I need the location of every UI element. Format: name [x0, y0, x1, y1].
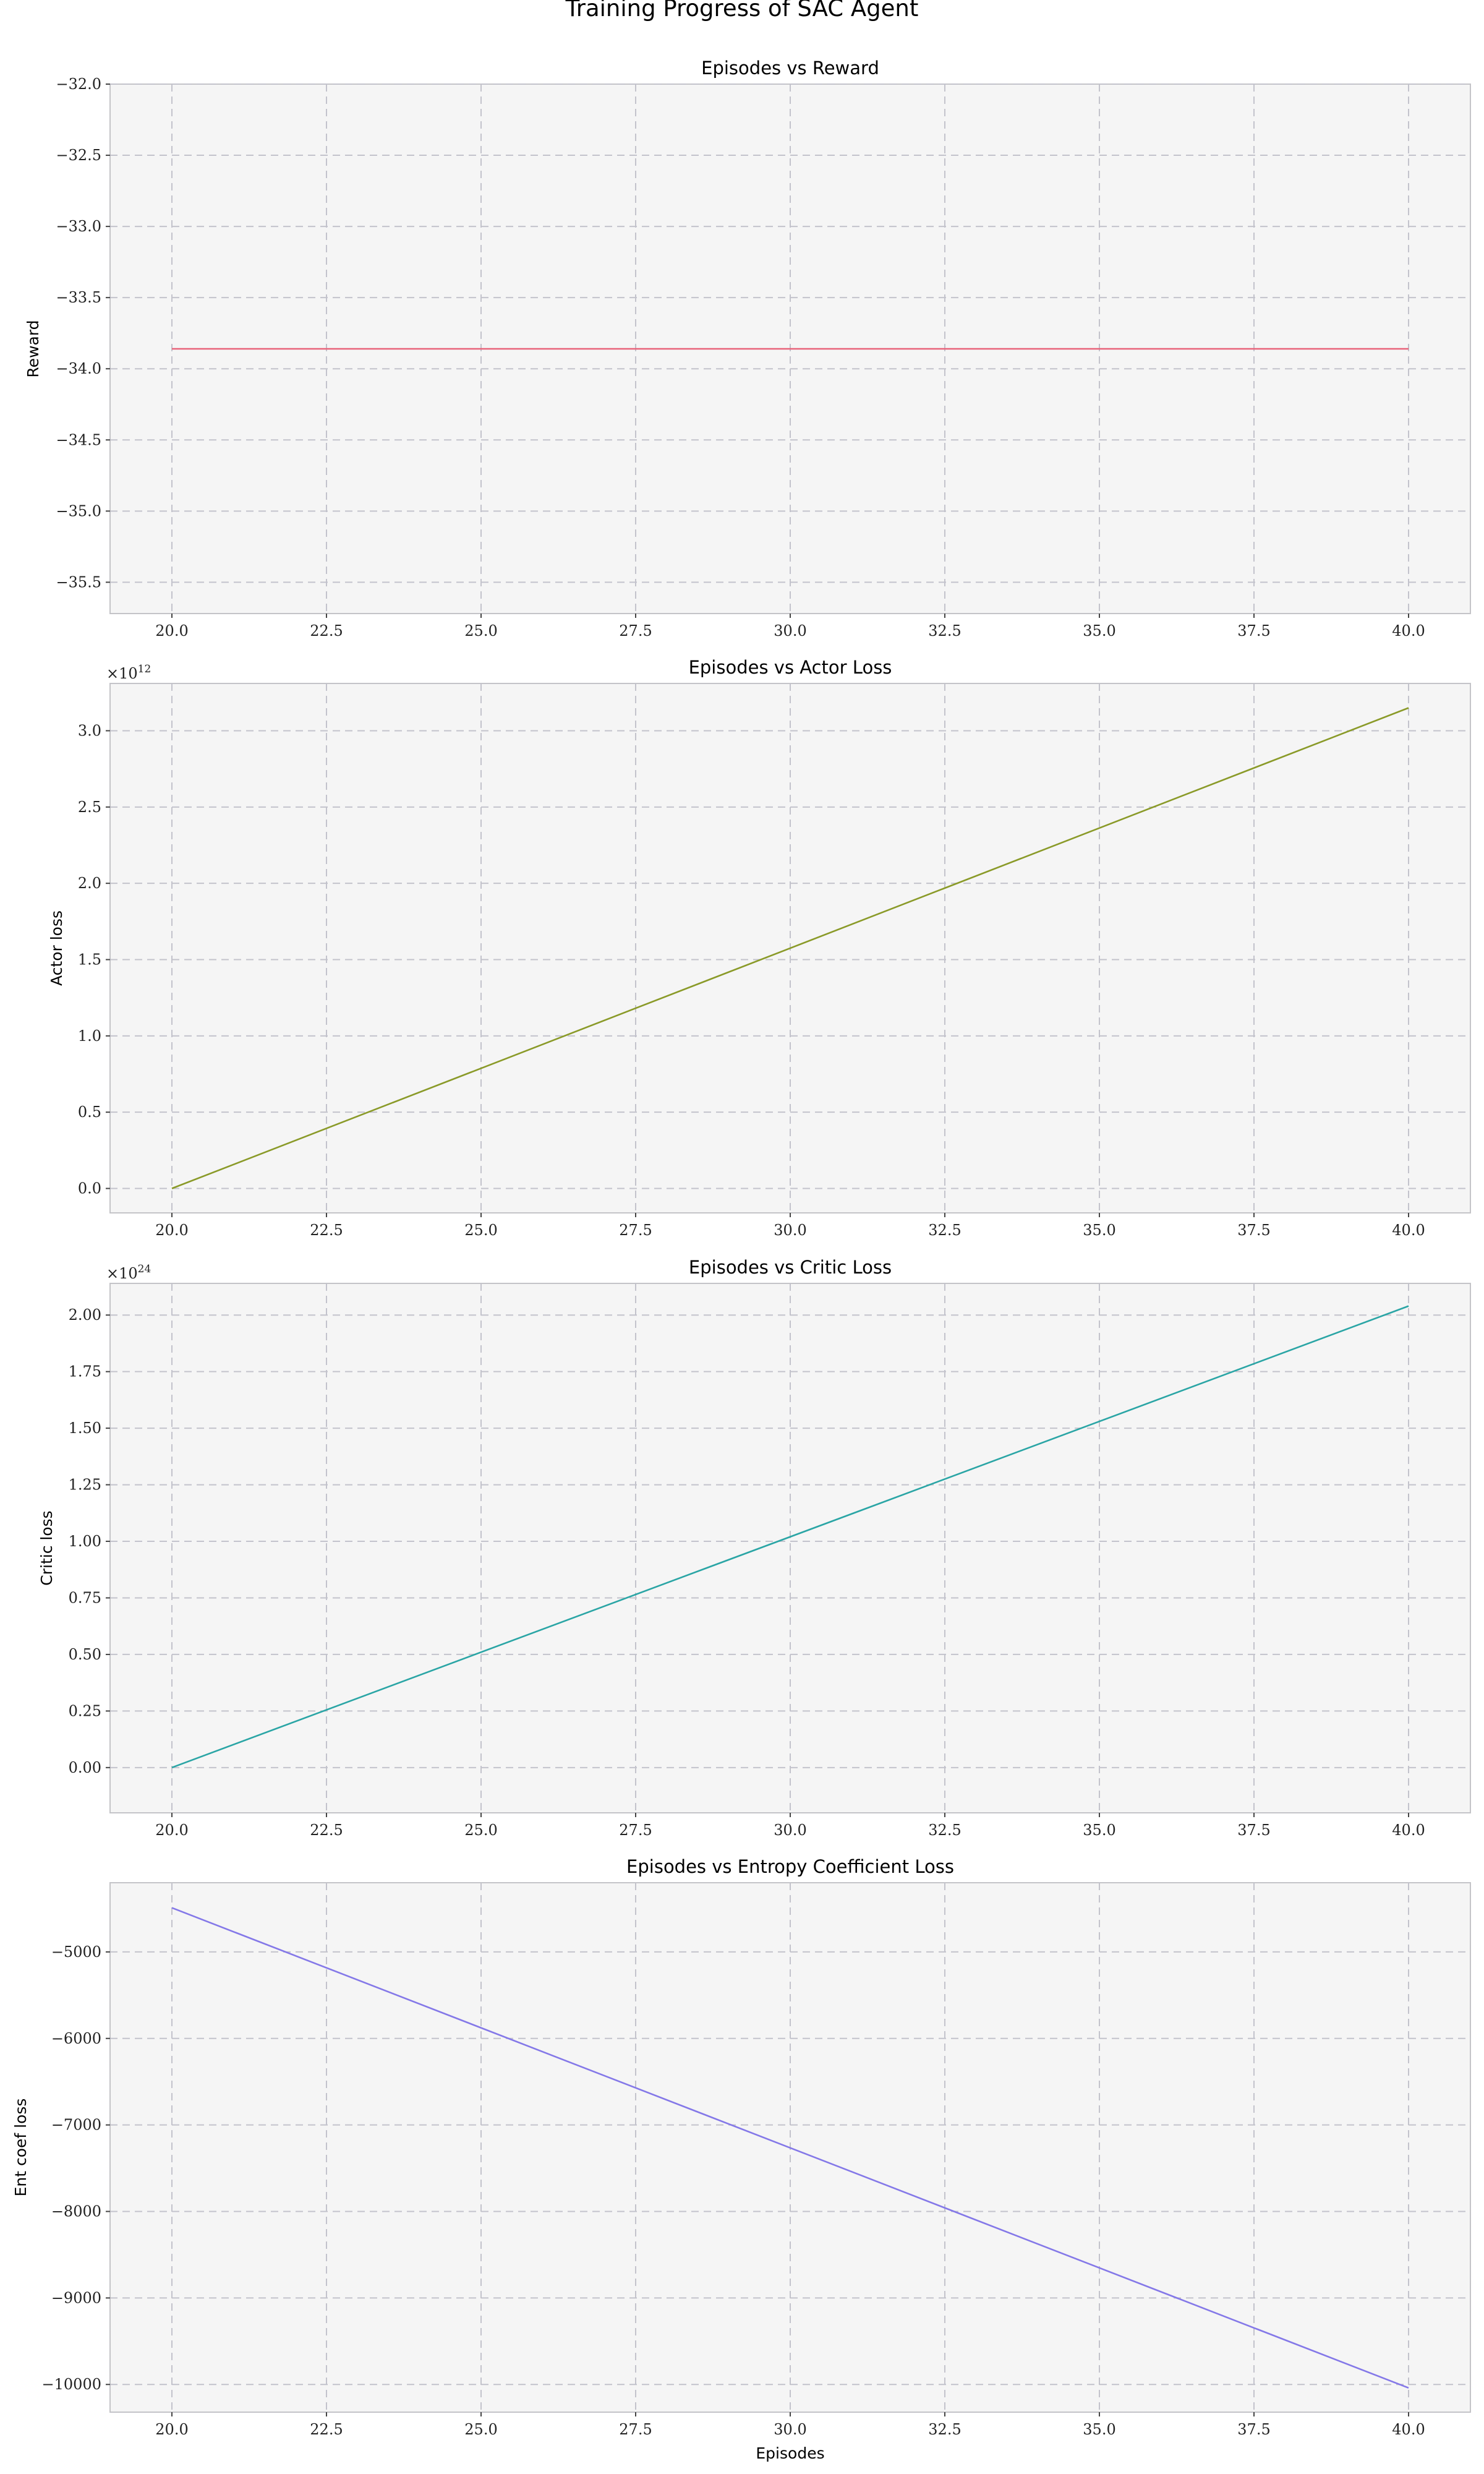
x-tick-label: 30.0 — [774, 1821, 806, 1839]
y-axis-multiplier: ×1024 — [106, 1263, 151, 1282]
x-tick-label: 27.5 — [619, 622, 652, 640]
figure-title: Training Progress of SAC Agent — [565, 0, 919, 22]
x-tick-label: 20.0 — [155, 2421, 188, 2438]
chart-panel-1: 20.0 22.5 25.0 27.5 30.0 32.5 35.0 37.5 40.0 −32.… — [24, 58, 1471, 640]
chart-panel-3: 20.0 22.5 25.0 27.5 30.0 32.5 35.0 37.5 40.0 0.00… — [38, 1257, 1471, 1839]
x-tick-label: 22.5 — [310, 1222, 343, 1239]
x-tick-label: 32.5 — [928, 1821, 961, 1839]
y-axis-multiplier: ×1012 — [106, 663, 151, 682]
y-tick-label: −34.5 — [56, 431, 101, 448]
x-tick-label: 22.5 — [310, 1821, 343, 1839]
x-tick-label: 37.5 — [1237, 2421, 1270, 2438]
x-tick-label: 20.0 — [155, 1222, 188, 1239]
y-tick-label: 1.50 — [69, 1419, 101, 1437]
y-tick-label: −35.0 — [56, 502, 101, 520]
y-tick-label: 1.5 — [78, 951, 101, 969]
y-tick-label: −33.5 — [56, 289, 101, 306]
y-tick-label: 2.5 — [78, 798, 101, 816]
x-tick-label: 27.5 — [619, 2421, 652, 2438]
y-tick-label: −6000 — [51, 2030, 101, 2047]
y-axis-label: Ent coef loss — [12, 2099, 30, 2197]
y-axis-label: Reward — [24, 320, 42, 377]
x-tick-label: 35.0 — [1083, 2421, 1115, 2438]
y-axis-label: Actor loss — [48, 910, 66, 986]
multiplier-base: ×10 — [106, 1265, 138, 1282]
multiplier-exponent: 24 — [138, 1263, 151, 1275]
x-tick-label: 25.0 — [464, 1821, 497, 1839]
y-tick-label: 1.0 — [78, 1027, 101, 1045]
x-tick-label: 20.0 — [155, 622, 188, 640]
x-tick-label: 25.0 — [464, 1222, 497, 1239]
panel-title: Episodes vs Actor Loss — [689, 657, 892, 678]
y-tick-label: 0.25 — [69, 1702, 101, 1719]
x-tick-label: 35.0 — [1083, 1222, 1115, 1239]
x-tick-label: 37.5 — [1237, 1821, 1270, 1839]
x-tick-label: 32.5 — [928, 622, 961, 640]
y-tick-label: −32.5 — [56, 147, 101, 164]
x-tick-label: 27.5 — [619, 1222, 652, 1239]
chart-panel-2: 20.0 22.5 25.0 27.5 30.0 32.5 35.0 37.5 40.0 0.0 0… — [48, 657, 1471, 1239]
multiplier-base: ×10 — [106, 665, 138, 682]
series-line-1 — [171, 1907, 1409, 2389]
x-tick-label: 20.0 — [155, 1821, 188, 1839]
y-tick-label: 2.00 — [69, 1306, 101, 1324]
y-tick-label: −32.0 — [56, 75, 101, 93]
x-tick-label: 40.0 — [1392, 2421, 1425, 2438]
series-line-1 — [171, 707, 1409, 1189]
y-tick-label: 0.75 — [69, 1589, 101, 1606]
panel-title: Episodes vs Entropy Coefficient Loss — [626, 1856, 954, 1877]
y-tick-label: 1.75 — [69, 1363, 101, 1380]
panel-title: Episodes vs Critic Loss — [689, 1257, 892, 1278]
x-tick-label: 37.5 — [1237, 1222, 1270, 1239]
x-tick-label: 25.0 — [464, 2421, 497, 2438]
y-tick-label: −35.5 — [56, 573, 101, 591]
y-tick-label: 0.00 — [69, 1759, 101, 1776]
y-tick-label: −7000 — [51, 2117, 101, 2134]
panel-title: Episodes vs Reward — [701, 58, 879, 79]
x-tick-label: 37.5 — [1237, 622, 1270, 640]
x-tick-label: 25.0 — [464, 622, 497, 640]
y-tick-label: −5000 — [51, 1943, 101, 1961]
x-tick-label: 40.0 — [1392, 1222, 1425, 1239]
x-tick-label: 32.5 — [928, 2421, 961, 2438]
x-axis-label: Episodes — [756, 2444, 824, 2462]
y-tick-label: −8000 — [51, 2203, 101, 2220]
x-tick-label: 40.0 — [1392, 1821, 1425, 1839]
x-tick-label: 22.5 — [310, 2421, 343, 2438]
x-tick-label: 35.0 — [1083, 622, 1115, 640]
y-tick-label: 2.0 — [78, 875, 101, 892]
y-tick-label: −9000 — [51, 2289, 101, 2306]
x-tick-label: 27.5 — [619, 1821, 652, 1839]
x-tick-label: 40.0 — [1392, 622, 1425, 640]
x-tick-label: 30.0 — [774, 622, 806, 640]
y-tick-label: 0.50 — [69, 1646, 101, 1663]
multiplier-exponent: 12 — [138, 663, 151, 675]
x-tick-label: 32.5 — [928, 1222, 961, 1239]
y-tick-label: −33.0 — [56, 218, 101, 235]
y-tick-label: −10000 — [42, 2376, 101, 2393]
y-axis-label: Critic loss — [38, 1510, 56, 1585]
y-tick-label: 3.0 — [78, 722, 101, 739]
series-line-1 — [171, 1305, 1409, 1769]
y-tick-label: −34.0 — [56, 360, 101, 377]
y-tick-label: 1.00 — [69, 1533, 101, 1550]
x-tick-label: 30.0 — [774, 1222, 806, 1239]
y-tick-label: 1.25 — [69, 1476, 101, 1494]
x-tick-label: 35.0 — [1083, 1821, 1115, 1839]
y-tick-label: 0.0 — [78, 1180, 101, 1197]
x-tick-label: 30.0 — [774, 2421, 806, 2438]
chart-panel-4: 20.0 22.5 25.0 27.5 30.0 32.5 35.0 37.5 40.0 −500… — [12, 1856, 1471, 2462]
x-tick-label: 22.5 — [310, 622, 343, 640]
y-tick-label: 0.5 — [78, 1103, 101, 1121]
